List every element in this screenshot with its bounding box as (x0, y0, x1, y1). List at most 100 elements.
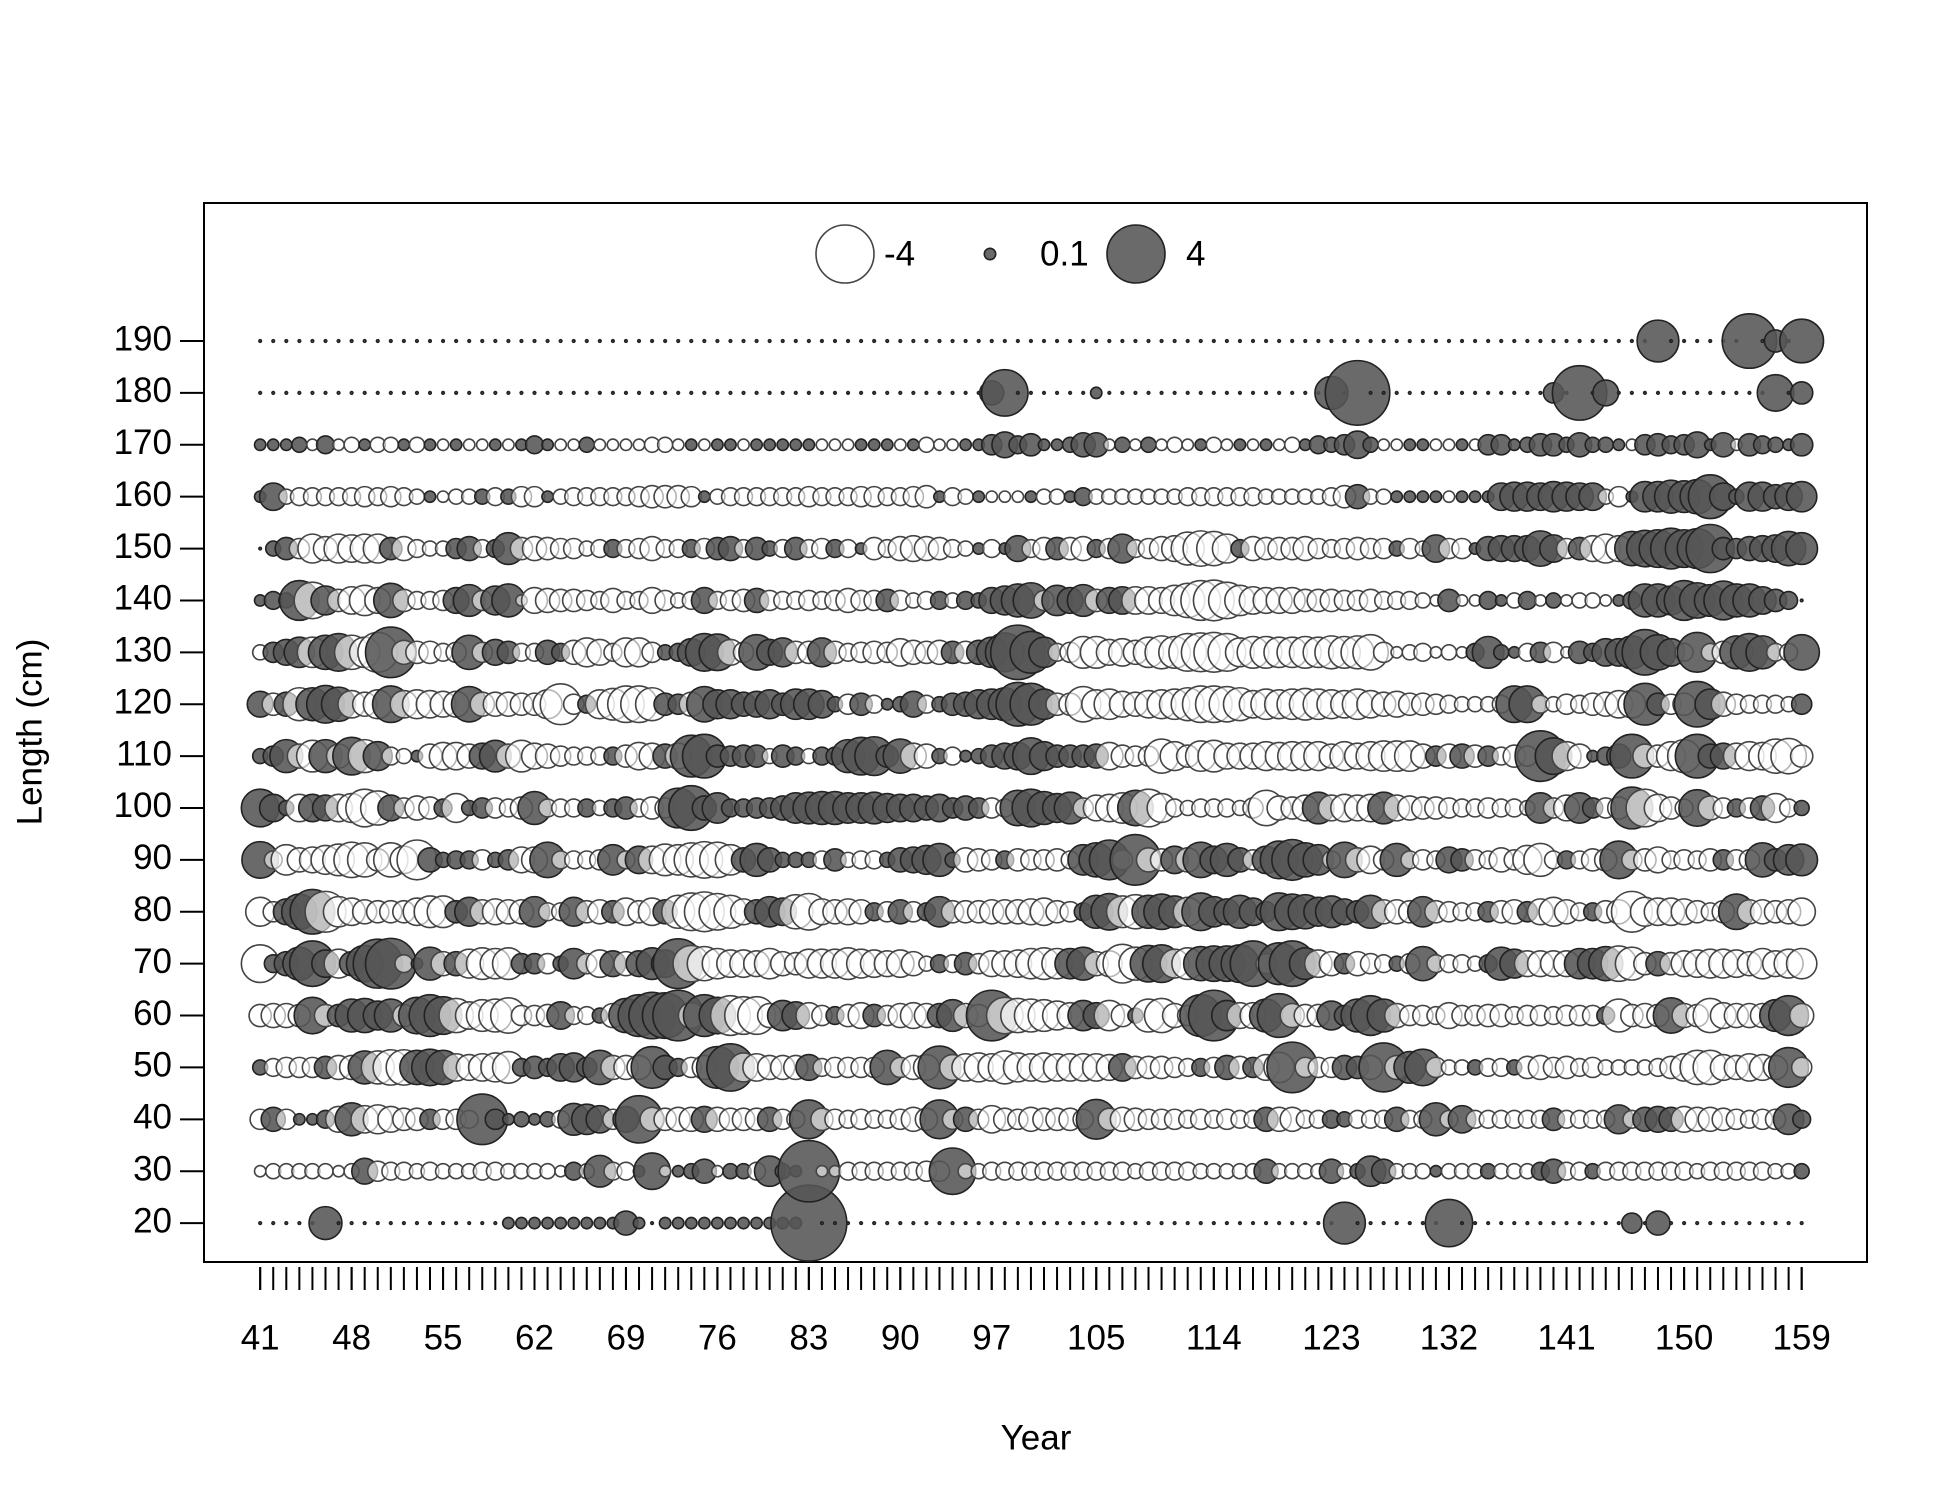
bubble (649, 1220, 655, 1226)
y-tick-label: 190 (114, 319, 172, 358)
bubble (623, 338, 629, 344)
bubble (493, 338, 498, 344)
bubble (475, 438, 489, 452)
bubble (1603, 338, 1608, 344)
bubble (266, 438, 280, 452)
bubble (684, 438, 698, 452)
bubble (671, 1164, 685, 1178)
bubble (1290, 390, 1295, 396)
bubble (1512, 1220, 1517, 1226)
bubble (375, 338, 380, 344)
bubble (671, 438, 685, 452)
bubble (1316, 338, 1321, 344)
bubble (854, 438, 868, 452)
bubble (375, 1220, 380, 1226)
bubble (1237, 1220, 1243, 1226)
bubble (1799, 1220, 1804, 1226)
bubble (493, 390, 498, 396)
legend-label: 4 (1186, 234, 1205, 273)
bubble (1015, 1220, 1020, 1226)
bubble (676, 338, 681, 344)
bubble (1368, 390, 1373, 396)
y-tick-label: 160 (114, 475, 172, 514)
bubble (1140, 436, 1157, 454)
bubble (1494, 593, 1508, 607)
bubble (1290, 1220, 1295, 1226)
bubble (1277, 338, 1282, 344)
bubble (880, 697, 894, 711)
bubble (1375, 488, 1392, 505)
bubble (1442, 490, 1456, 504)
bubble (1455, 593, 1469, 607)
bubble (1133, 338, 1138, 344)
bubble (1413, 642, 1433, 663)
bubble (1185, 390, 1190, 396)
bubble (1128, 438, 1142, 452)
bubble (524, 435, 545, 455)
bubble (571, 338, 576, 344)
bubble (541, 1216, 555, 1230)
bubble (1442, 438, 1456, 452)
bubble (1721, 1220, 1726, 1226)
bubble (1037, 438, 1051, 452)
bubble (880, 438, 894, 452)
bubble (671, 1216, 685, 1230)
bubble (571, 390, 576, 396)
bubble (649, 390, 655, 396)
bubble (1786, 1220, 1791, 1226)
bubble (408, 488, 426, 505)
bubble (528, 1112, 541, 1126)
bubble (793, 338, 798, 344)
bubble (1682, 1220, 1687, 1226)
bubble (1159, 390, 1164, 396)
bubble (541, 490, 555, 504)
bubble (1390, 438, 1404, 452)
bubble (1107, 390, 1112, 396)
bubble (1015, 390, 1020, 396)
bubble (950, 390, 955, 396)
x-tick-label: 55 (424, 1318, 463, 1357)
bubble (401, 1220, 406, 1226)
bubble (1146, 1220, 1151, 1226)
bubble (414, 338, 420, 344)
bubble (336, 1220, 341, 1226)
x-tick-label: 114 (1186, 1318, 1242, 1357)
legend-marker (983, 247, 997, 261)
bubble (1048, 488, 1066, 505)
bubble (1629, 390, 1634, 396)
bubble (253, 1164, 267, 1178)
bubble (1629, 338, 1634, 344)
bubble (819, 338, 825, 344)
legend-label: -4 (884, 234, 915, 273)
bubble (1081, 1220, 1086, 1226)
bubble (1172, 390, 1177, 396)
bubble (1172, 338, 1177, 344)
bubble (545, 390, 550, 396)
bubble (1015, 338, 1020, 344)
bubble (1433, 390, 1439, 396)
bubble (763, 438, 777, 452)
bubble (1263, 390, 1269, 396)
bubble (1377, 438, 1391, 452)
bubble (1246, 438, 1260, 452)
bubble (1429, 645, 1443, 659)
bubble (349, 390, 354, 396)
bubble (1645, 1210, 1671, 1236)
bubble (1446, 390, 1452, 396)
bubble (1424, 1198, 1474, 1248)
bubble (1198, 390, 1203, 396)
bubble (1259, 438, 1273, 452)
bubble (636, 390, 642, 396)
bubble (1342, 338, 1347, 344)
bubble (1329, 338, 1334, 344)
bubble (271, 338, 276, 344)
bubble (297, 1220, 302, 1226)
bubble (1133, 390, 1138, 396)
bubble (1146, 338, 1151, 344)
bubble (872, 390, 877, 396)
bubble (832, 1220, 838, 1226)
bubble (1668, 338, 1674, 344)
bubble (754, 338, 759, 344)
bubble (1564, 338, 1569, 344)
